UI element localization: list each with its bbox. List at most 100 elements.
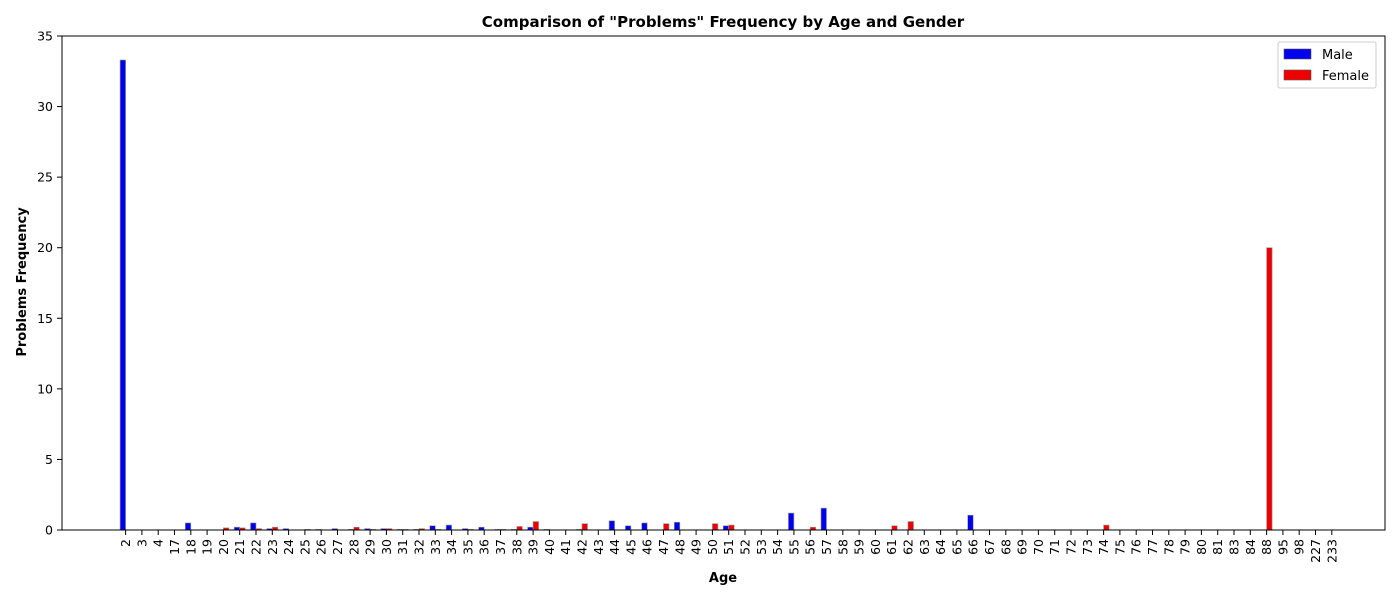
x-tick-label: 24 xyxy=(281,539,296,555)
bar-female-age-51 xyxy=(728,524,735,531)
x-tick-label: 34 xyxy=(444,539,459,555)
x-tick-label: 22 xyxy=(249,539,264,555)
x-tick-label: 68 xyxy=(998,539,1013,555)
x-tick-label: 48 xyxy=(672,539,687,555)
x-tick-label: 30 xyxy=(379,539,394,555)
x-tick-label: 65 xyxy=(949,539,964,555)
bar-male-age-18 xyxy=(185,522,192,531)
bar-male-age-66 xyxy=(967,514,974,531)
x-tick-label: 33 xyxy=(428,539,443,555)
x-tick-label: 29 xyxy=(363,539,378,555)
x-tick-label: 59 xyxy=(852,539,867,555)
x-tick-label: 60 xyxy=(868,539,883,555)
x-tick-label: 74 xyxy=(1096,539,1111,555)
x-tick-label: 32 xyxy=(412,539,427,555)
x-tick-label: 44 xyxy=(607,539,622,555)
x-tick-label: 72 xyxy=(1064,539,1079,555)
x-tick-label: 42 xyxy=(575,539,590,555)
x-tick-label: 47 xyxy=(656,539,671,555)
x-tick-label: 38 xyxy=(509,539,524,555)
bar-male-age-48 xyxy=(673,521,681,531)
x-axis-label: Age xyxy=(709,571,737,586)
x-tick-label: 61 xyxy=(884,539,899,555)
x-tick-label: 79 xyxy=(1178,539,1193,555)
x-tick-label: 81 xyxy=(1210,539,1225,555)
x-tick-label: 57 xyxy=(819,539,834,555)
y-tick-label: 15 xyxy=(37,311,53,326)
x-tick-label: 78 xyxy=(1161,539,1176,555)
legend-swatch-male xyxy=(1283,48,1312,60)
x-tick-label: 26 xyxy=(314,539,329,555)
bar-male-age-34 xyxy=(445,524,452,531)
bar-female-age-42 xyxy=(581,523,588,531)
x-tick-label: 45 xyxy=(623,539,638,555)
x-tick-label: 227 xyxy=(1308,539,1323,563)
x-tick-label: 49 xyxy=(689,539,704,555)
bar-male-age-45 xyxy=(625,525,632,531)
x-tick-label: 50 xyxy=(705,539,720,555)
x-tick-label: 62 xyxy=(901,539,916,555)
bar-male-age-22 xyxy=(250,522,257,531)
x-tick-label: 28 xyxy=(346,539,361,555)
plot-frame xyxy=(61,35,1386,531)
y-tick-label: 0 xyxy=(45,523,53,538)
bar-female-age-74 xyxy=(1103,524,1110,531)
x-tick-label: 3 xyxy=(134,539,149,547)
x-tick-label: 31 xyxy=(395,539,410,555)
x-tick-label: 67 xyxy=(982,539,997,555)
legend-label-female: Female xyxy=(1322,69,1369,84)
x-tick-label: 46 xyxy=(640,539,655,555)
y-tick-label: 35 xyxy=(37,29,53,44)
x-tick-label: 58 xyxy=(835,539,850,555)
x-tick-label: 17 xyxy=(167,539,182,555)
x-tick-label: 19 xyxy=(200,539,215,555)
y-tick-label: 20 xyxy=(37,240,53,255)
x-tick-label: 27 xyxy=(330,539,345,555)
x-tick-label: 77 xyxy=(1145,539,1160,555)
legend-swatch-female xyxy=(1283,69,1312,81)
x-tick-label: 76 xyxy=(1129,539,1144,555)
x-tick-label: 21 xyxy=(232,539,247,555)
x-tick-label: 41 xyxy=(558,539,573,555)
x-tick-label: 55 xyxy=(786,539,801,555)
x-tick-label: 98 xyxy=(1292,539,1307,555)
x-tick-label: 37 xyxy=(493,539,508,555)
x-tick-label: 64 xyxy=(933,539,948,555)
x-tick-label: 40 xyxy=(542,539,557,555)
x-tick-label: 63 xyxy=(917,539,932,555)
x-tick-label: 18 xyxy=(183,539,198,555)
bar-female-age-47 xyxy=(663,523,670,531)
bar-male-age-2 xyxy=(119,59,126,531)
x-tick-label: 2 xyxy=(118,539,133,547)
y-axis-label: Problems Frequency xyxy=(15,207,30,357)
x-tick-label: 233 xyxy=(1324,539,1339,563)
y-tick-label: 5 xyxy=(45,452,53,467)
x-tick-label: 83 xyxy=(1227,539,1242,555)
y-tick-label: 10 xyxy=(37,381,53,396)
y-tick-label: 30 xyxy=(37,99,53,114)
bar-female-age-62 xyxy=(907,521,914,531)
x-tick-label: 35 xyxy=(460,539,475,555)
x-tick-label: 54 xyxy=(770,539,785,555)
x-tick-label: 66 xyxy=(966,539,981,555)
bars xyxy=(119,59,1273,531)
x-axis: 2 3 4 17 18 19 20 21 22 23 24 25 26 27 28 29 30 31 32 33 34 3… xyxy=(118,530,1339,563)
x-tick-label: 80 xyxy=(1194,539,1209,555)
bar-male-age-57 xyxy=(820,507,827,531)
x-tick-label: 88 xyxy=(1259,539,1274,555)
bar-male-age-46 xyxy=(641,522,648,531)
bar-female-age-88 xyxy=(1266,247,1273,531)
x-tick-label: 4 xyxy=(151,539,166,547)
x-tick-label: 25 xyxy=(297,539,312,555)
x-tick-label: 53 xyxy=(754,539,769,555)
bar-male-age-55 xyxy=(788,512,795,531)
bar-female-age-39 xyxy=(532,521,539,531)
y-tick-label: 25 xyxy=(37,170,53,185)
x-tick-label: 69 xyxy=(1015,539,1030,555)
x-tick-label: 95 xyxy=(1275,539,1290,555)
x-tick-label: 71 xyxy=(1047,539,1062,555)
bar-male-age-33 xyxy=(429,525,436,531)
x-tick-label: 73 xyxy=(1080,539,1095,555)
x-tick-label: 43 xyxy=(591,539,606,555)
